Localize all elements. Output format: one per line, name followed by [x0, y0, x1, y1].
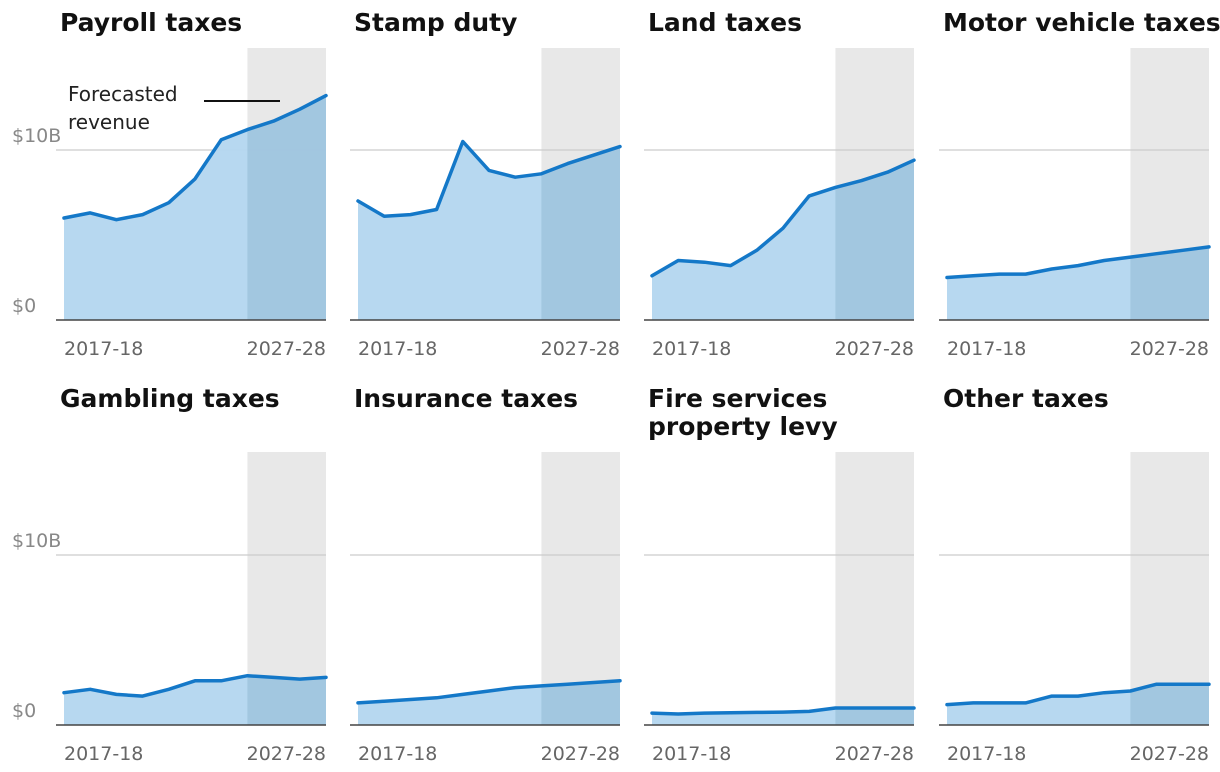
- panel-title: Other taxes: [943, 384, 1109, 413]
- x-tick-label: 2027-28: [1130, 338, 1209, 360]
- series-area-forecast: [835, 708, 914, 725]
- panel-title: Stamp duty: [354, 8, 517, 37]
- x-tick-label: 2017-18: [64, 743, 143, 765]
- annotation-text: Forecasted: [68, 82, 178, 106]
- y-tick-label: $10B: [12, 530, 61, 552]
- panel-5: Gambling taxes 2017-18 2027-28 $0 $10B: [12, 384, 328, 765]
- series-area-forecast: [247, 675, 326, 725]
- x-tick-label: 2027-28: [835, 743, 914, 765]
- panel-title: property levy: [648, 412, 838, 441]
- series-area-forecast: [541, 680, 620, 725]
- series-area: [64, 675, 326, 725]
- x-tick-label: 2027-28: [247, 338, 326, 360]
- series-area: [358, 680, 620, 725]
- panel-4: Motor vehicle taxes 2017-18 2027-28: [939, 8, 1220, 360]
- panel-title: Payroll taxes: [60, 8, 242, 37]
- panel-title: Insurance taxes: [354, 384, 578, 413]
- y-tick-label: $0: [12, 700, 36, 722]
- x-tick-label: 2027-28: [1130, 743, 1209, 765]
- panel-8: Other taxes 2017-18 2027-28: [939, 384, 1211, 765]
- panel-title: Gambling taxes: [60, 384, 280, 413]
- x-tick-label: 2027-28: [541, 743, 620, 765]
- panel-3: Land taxes 2017-18 2027-28: [644, 8, 916, 360]
- series-area: [652, 160, 914, 320]
- forecast-annotation: Forecasted revenue: [68, 82, 280, 134]
- forecast-shade: [541, 452, 620, 725]
- panel-title: Motor vehicle taxes: [943, 8, 1220, 37]
- series-area-forecast: [1130, 246, 1209, 320]
- x-tick-label: 2017-18: [947, 338, 1026, 360]
- panel-1: Payroll taxes 2017-18 2027-28 $0 $10B: [12, 8, 328, 360]
- series-area: [64, 95, 326, 320]
- x-tick-label: 2017-18: [358, 338, 437, 360]
- series-area: [358, 141, 620, 320]
- series-area-forecast: [835, 160, 914, 320]
- series-area: [947, 246, 1209, 320]
- forecast-shade: [1130, 452, 1209, 725]
- panel-2: Stamp duty 2017-18 2027-28: [350, 8, 622, 360]
- panel-6: Insurance taxes 2017-18 2027-28: [350, 384, 622, 765]
- y-tick-label: $0: [12, 295, 36, 317]
- x-tick-label: 2017-18: [652, 743, 731, 765]
- series-area-forecast: [1130, 684, 1209, 725]
- annotation-text: revenue: [68, 110, 150, 134]
- x-tick-label: 2017-18: [358, 743, 437, 765]
- forecast-shade: [835, 452, 914, 725]
- series-area: [947, 684, 1209, 725]
- x-tick-label: 2027-28: [247, 743, 326, 765]
- x-tick-label: 2027-28: [835, 338, 914, 360]
- panel-title: Fire services: [648, 384, 827, 413]
- y-tick-label: $10B: [12, 125, 61, 147]
- series-area-forecast: [247, 95, 326, 320]
- x-tick-label: 2017-18: [947, 743, 1026, 765]
- x-tick-label: 2017-18: [64, 338, 143, 360]
- panel-title: Land taxes: [648, 8, 802, 37]
- x-tick-label: 2017-18: [652, 338, 731, 360]
- series-area-forecast: [541, 146, 620, 320]
- x-tick-label: 2027-28: [541, 338, 620, 360]
- series-area: [652, 708, 914, 725]
